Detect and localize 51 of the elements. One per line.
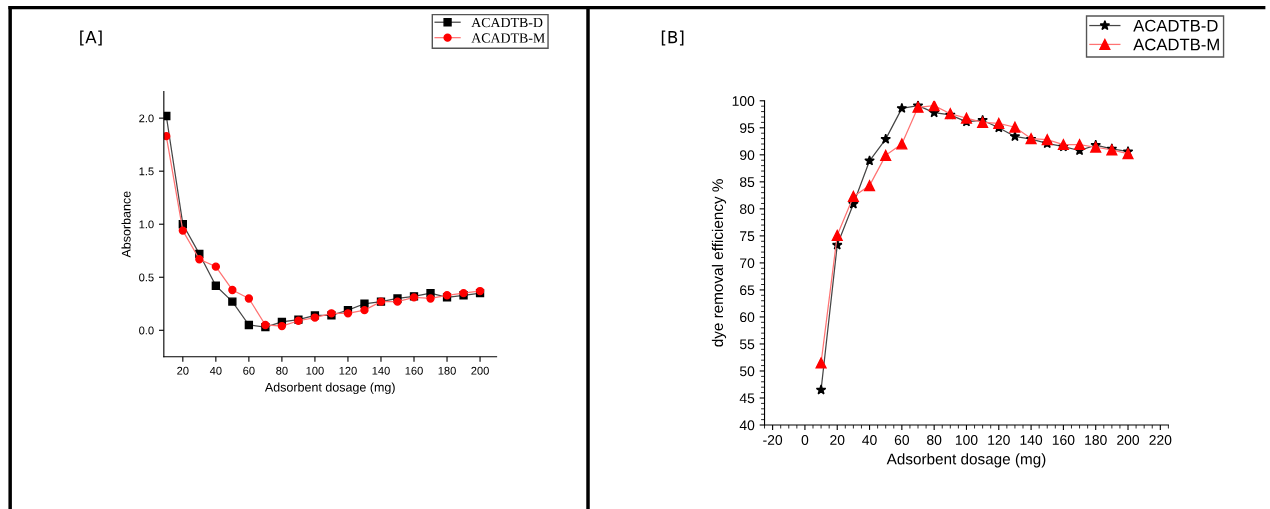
legend-label: ACADTB-D xyxy=(471,17,543,28)
y-tick-label: 90 xyxy=(740,150,755,160)
y-tick-label: 50 xyxy=(739,366,755,377)
y-tick-label: 85 xyxy=(739,177,755,188)
legend-label: ACADTB-M xyxy=(471,33,545,43)
y-tick-label: 0.5 xyxy=(139,273,154,282)
y-tick-label: 80 xyxy=(739,204,755,215)
x-tick-label: 120 xyxy=(339,366,357,375)
y-tick-label: 1.0 xyxy=(139,220,154,229)
x-tick-label: 200 xyxy=(471,366,489,375)
legend-label: ACADTB-D xyxy=(1133,19,1218,32)
x-tick-label: 60 xyxy=(894,435,910,445)
x-tick-label: 220 xyxy=(1149,435,1172,445)
y-tick-label: 60 xyxy=(740,312,755,323)
y-tick-label: 2.0 xyxy=(139,114,154,123)
x-tick-label: 40 xyxy=(209,366,222,375)
x-tick-label: 40 xyxy=(862,435,877,445)
y-tick-label: 40 xyxy=(739,420,755,431)
x-axis-title: Adsorbent dosage (mg) xyxy=(264,382,395,395)
x-axis-title: Adsorbent dosage (mg) xyxy=(886,453,1046,468)
y-axis-title: Absorbance xyxy=(121,191,131,258)
y-tick-label: 70 xyxy=(740,258,755,269)
x-tick-label: 0 xyxy=(801,435,809,445)
x-tick-label: 80 xyxy=(927,435,942,445)
x-tick-label: 180 xyxy=(1085,435,1107,445)
x-tick-label: 140 xyxy=(1020,435,1043,445)
y-tick-label: 100 xyxy=(732,96,755,106)
y-tick-label: 75 xyxy=(740,231,755,242)
x-tick-label: 120 xyxy=(988,435,1010,445)
x-tick-label: 20 xyxy=(177,366,189,375)
legend-label: ACADTB-M xyxy=(1133,38,1219,51)
x-tick-label: 20 xyxy=(830,435,845,445)
x-tick-label: 160 xyxy=(1052,435,1075,445)
chart-title: [A] xyxy=(80,30,102,46)
y-tick-label: 1.5 xyxy=(139,167,154,176)
x-tick-label: 100 xyxy=(306,366,324,375)
x-tick-label: 80 xyxy=(276,366,288,375)
x-tick-label: -20 xyxy=(763,435,783,445)
y-tick-label: 0.0 xyxy=(139,326,154,335)
x-tick-label: 100 xyxy=(955,435,978,445)
x-tick-label: 180 xyxy=(438,366,456,375)
chart-title: [B] xyxy=(661,30,684,46)
y-axis-title: dye removal efficiency % xyxy=(711,179,727,347)
x-tick-label: 140 xyxy=(372,366,390,375)
y-tick-label: 45 xyxy=(739,393,755,404)
y-tick-label: 95 xyxy=(740,123,755,133)
x-tick-label: 160 xyxy=(405,366,423,375)
x-tick-label: 200 xyxy=(1117,435,1140,445)
x-tick-label: 60 xyxy=(243,366,255,375)
y-tick-label: 55 xyxy=(739,339,755,350)
y-tick-label: 65 xyxy=(740,285,755,296)
